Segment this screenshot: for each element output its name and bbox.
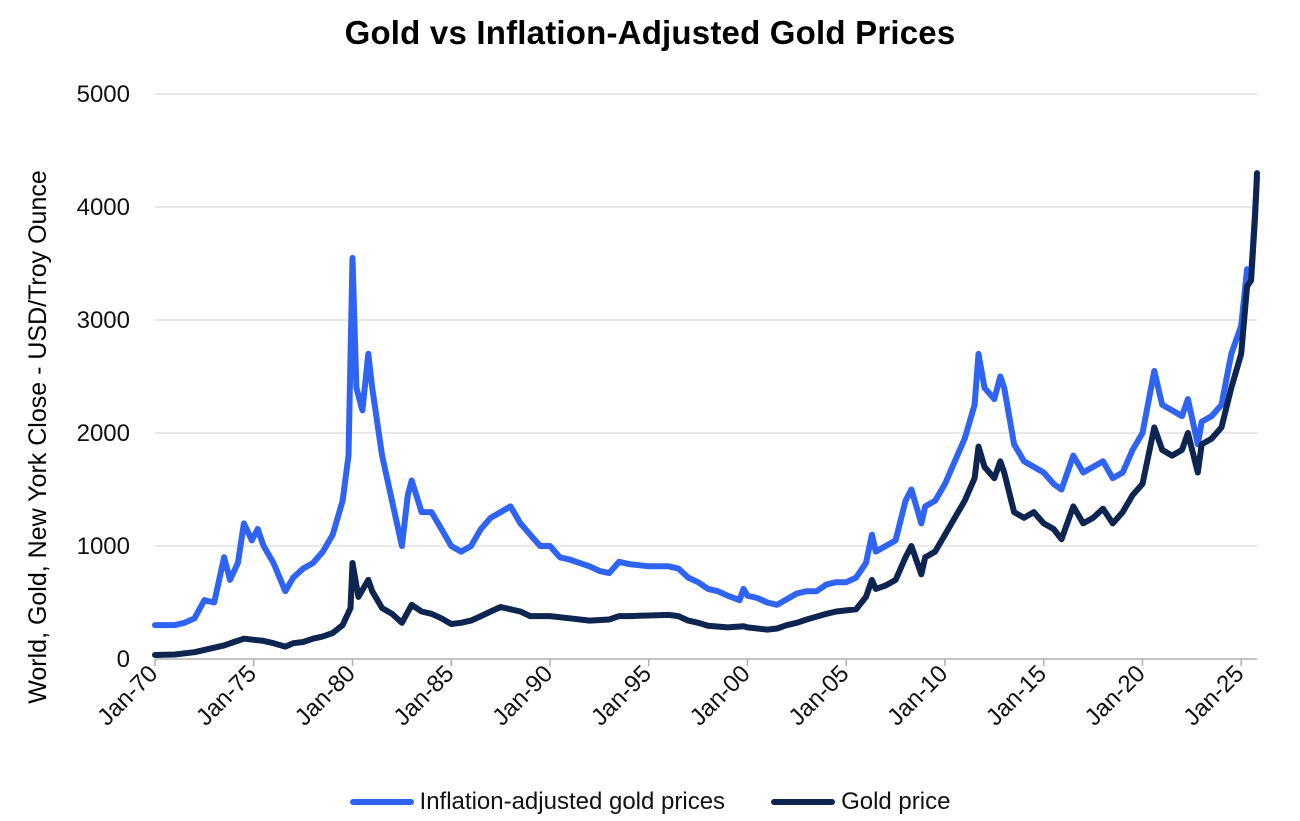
y-axis-tick-labels: 0 1000 2000 3000 4000 5000: [77, 81, 130, 673]
series-line-gold-price: [152, 170, 1260, 658]
x-tick-label: Jan-90: [487, 660, 558, 731]
x-axis-tick-labels: Jan-70 Jan-75 Jan-80 Jan-85 Jan-90 Jan-95 Jan-…: [92, 660, 1249, 731]
x-tick-label: Jan-25: [1178, 660, 1249, 731]
y-axis-label: World, Gold, New York Close - USD/Troy O…: [24, 170, 52, 704]
legend-swatch-gold-price: [771, 799, 836, 805]
legend-swatch-inflation-adjusted: [349, 799, 414, 805]
x-tick-label: Jan-80: [290, 660, 361, 731]
chart-title: Gold vs Inflation-Adjusted Gold Prices: [344, 14, 956, 51]
x-axis-tick-marks: [154, 659, 1242, 666]
x-tick-label: Jan-85: [388, 660, 459, 731]
x-tick-label: Jan-20: [1080, 660, 1151, 731]
x-tick-label: Jan-95: [586, 660, 657, 731]
x-tick-label: Jan-15: [981, 660, 1052, 731]
legend-item-gold-price: Gold price: [771, 788, 950, 816]
x-tick-label: Jan-10: [882, 660, 953, 731]
y-tick-label: 5000: [77, 81, 130, 108]
series-lines: [152, 170, 1260, 658]
y-tick-label: 0: [117, 646, 130, 673]
series-line-inflation-adjusted: [152, 175, 1260, 629]
y-tick-label: 1000: [77, 533, 130, 560]
x-tick-label: Jan-75: [191, 660, 262, 731]
legend-label-gold-price: Gold price: [841, 788, 951, 815]
y-tick-label: 4000: [77, 194, 130, 221]
y-tick-label: 3000: [77, 307, 130, 334]
x-tick-label: Jan-05: [783, 660, 854, 731]
x-tick-label: Jan-00: [685, 660, 756, 731]
y-tick-label: 2000: [77, 420, 130, 447]
legend-label-inflation-adjusted: Inflation-adjusted gold prices: [419, 788, 726, 815]
legend: Inflation-adjusted gold prices Gold pric…: [0, 788, 1300, 816]
legend-item-inflation-adjusted: Inflation-adjusted gold prices: [349, 788, 726, 816]
gridlines: [155, 93, 1257, 547]
